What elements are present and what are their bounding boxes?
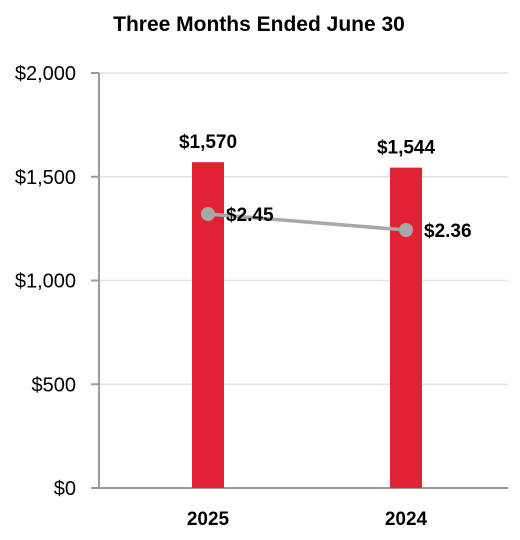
y-axis-ticks: $0 $500 $1,000 $1,500 $2,000 — [15, 63, 99, 500]
y-tick-label: $1,000 — [15, 271, 76, 293]
gridlines — [99, 72, 508, 385]
y-tick-label: $500 — [32, 374, 77, 396]
line-point — [201, 207, 215, 221]
bar — [390, 167, 422, 488]
x-axis-categories: 2025 2024 — [187, 509, 428, 530]
series-line — [207, 212, 407, 232]
line-value-label: $2.45 — [226, 205, 274, 226]
y-tick-label: $0 — [54, 478, 76, 500]
bar-value-label: $1,544 — [377, 138, 436, 159]
chart-title: Three Months Ended June 30 — [113, 13, 405, 36]
line-point — [399, 223, 413, 237]
line-series: $2.45 $2.36 — [201, 205, 472, 242]
y-tick-label: $2,000 — [15, 63, 76, 85]
x-category-label: 2025 — [187, 509, 230, 530]
bar-value-label: $1,570 — [179, 132, 237, 153]
line-value-label: $2.36 — [424, 221, 472, 242]
x-category-label: 2024 — [385, 509, 428, 530]
y-tick-label: $1,500 — [15, 167, 76, 189]
bar-series: $1,570 $1,544 — [179, 132, 436, 488]
